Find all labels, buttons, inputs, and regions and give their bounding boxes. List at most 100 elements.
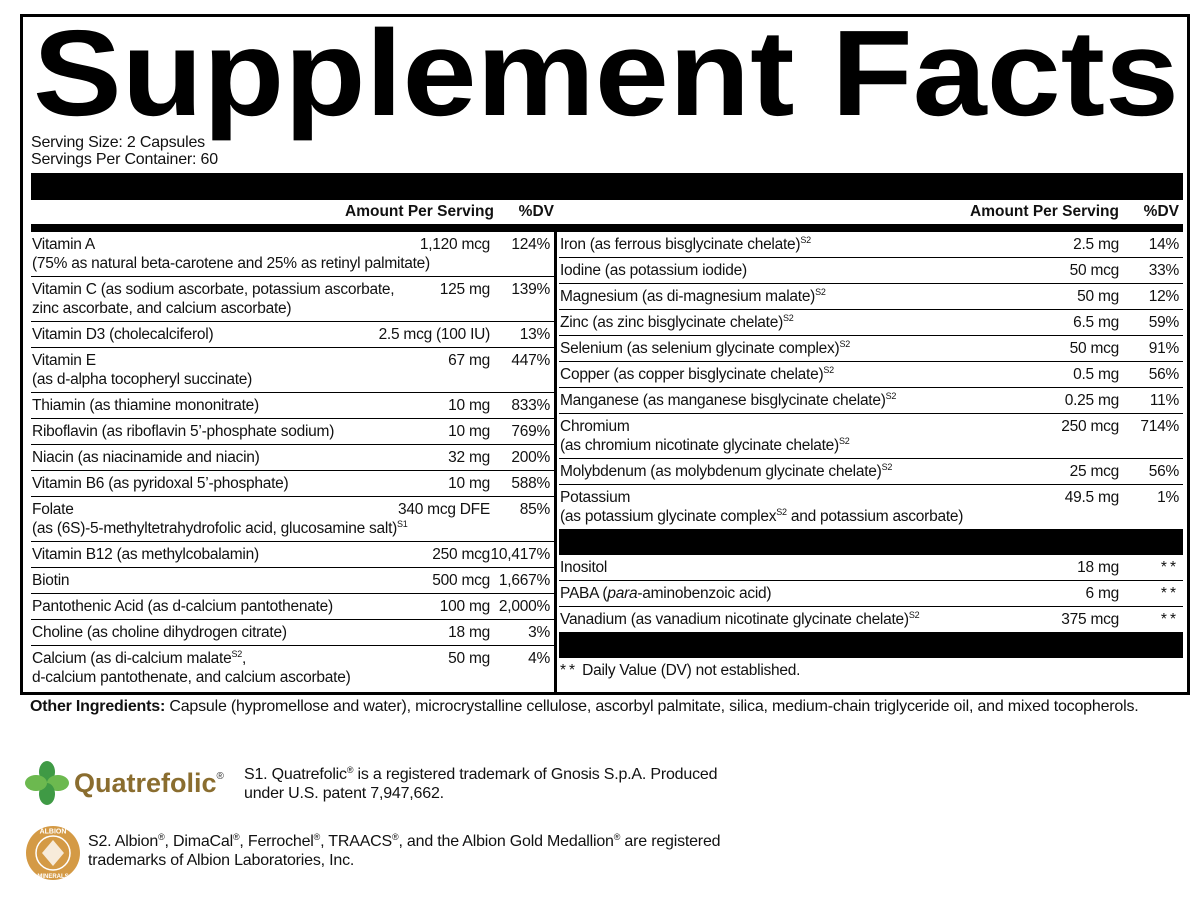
right-header: Amount Per Serving %DV [558, 200, 1183, 224]
amount: 0.25 mg [1064, 392, 1120, 409]
daily-value: 33% [1148, 262, 1180, 279]
amount: 49.5 mg [1064, 489, 1120, 506]
amount: 18 mg [1077, 559, 1119, 576]
nutrient-row: Manganese (as manganese bisglycinate che… [559, 388, 1183, 414]
text: Vitamin A [32, 236, 95, 253]
nutrient-row: Pantothenic Acid (as d-calcium pantothen… [31, 594, 554, 620]
nutrient-row: Vitamin B12 (as methylcobalamin) 250 mcg 1… [31, 542, 554, 568]
amount: 375 mcg [1061, 611, 1119, 628]
superscript: S1 [397, 519, 408, 529]
text: zinc ascorbate, and calcium ascorbate) [32, 300, 292, 317]
amount: 0.5 mg [1073, 366, 1119, 383]
leaf [25, 775, 47, 791]
superscript: S2 [881, 462, 893, 472]
text: Vanadium (as vanadium nicotinate glycina… [560, 611, 909, 628]
nutrient-name: Choline (as choline dihydrogen citrate) [32, 623, 440, 642]
nutrient-name: Biotin [32, 571, 424, 590]
amount: 50 mcg [1069, 340, 1120, 357]
other-ingredients-text: Capsule (hypromellose and water), microc… [165, 698, 1139, 715]
nutrient-name: Iron (as ferrous bisglycinate chelate)S2 [560, 235, 1065, 254]
servings-per-container: Servings Per Container: 60 [31, 151, 218, 168]
text: S2. Albion [88, 833, 159, 850]
daily-value: 447% [511, 352, 550, 369]
nutrient-name: Chromium [560, 417, 1053, 436]
daily-value: 714% [1140, 418, 1179, 435]
logo-text: MINERALS [37, 874, 68, 880]
text: Magnesium (as di-magnesium malate) [560, 288, 816, 305]
title-area: Supplement Facts [33, 5, 1179, 141]
amount: 100 mg [439, 598, 490, 615]
text: Folate [32, 501, 74, 518]
superscript: S2 [231, 649, 242, 659]
nutrient-detail: d-calcium pantothenate, and calcium asco… [32, 668, 550, 687]
black-bar [559, 530, 1183, 555]
nutrient-detail: (as d-alpha tocopheryl succinate) [32, 370, 550, 389]
nutrient-name: Selenium (as selenium glycinate complex)… [560, 339, 1062, 358]
superscript: ® [158, 832, 165, 842]
text: -aminobenzoic acid) [637, 585, 772, 602]
nutrient-name: PABA (para-aminobenzoic acid) [560, 584, 1078, 603]
daily-value: 56% [1148, 366, 1180, 383]
nutrient-row: Folate 340 mcg DFE 85% (as (6S)-5-methyltet… [31, 497, 554, 542]
superscript: S2 [839, 339, 850, 349]
daily-value: 1,667% [498, 572, 550, 589]
text: Biotin [32, 572, 70, 589]
nutrient-name: Iodine (as potassium iodide) [560, 261, 1062, 280]
footnote: S2. Albion®, DimaCal®, Ferrochel®, TRAAC… [88, 832, 758, 870]
text: Iodine (as potassium iodide) [560, 262, 747, 279]
nutrient-name: Molybdenum (as molybdenum glycinate chel… [560, 462, 1062, 481]
superscript: S2 [800, 235, 811, 245]
text: Pantothenic Acid (as d-calcium pantothen… [32, 598, 333, 615]
nutrient-row: Selenium (as selenium glycinate complex)… [559, 336, 1183, 362]
title: Supplement Facts [33, 5, 1179, 141]
seal-ring [35, 835, 71, 871]
dv-note-text: Daily Value (DV) not established. [578, 662, 801, 679]
logo-text: Quatrefolic® [74, 768, 225, 798]
seal-emblem [42, 840, 64, 866]
text: S1. Quatrefolic [244, 766, 347, 783]
quatrefolic-logo: Quatrefolic® [25, 761, 225, 805]
superscript: S2 [783, 313, 794, 323]
text: Vitamin B6 (as pyridoxal 5’-phosphate) [32, 475, 289, 492]
amount: 32 mg [448, 449, 490, 466]
amount: 500 mcg [432, 572, 490, 589]
superscript: ® [232, 832, 240, 842]
nutrient-row: Inositol 18 mg ** [559, 555, 1183, 581]
columns: Vitamin A 1,120 mcg 124% (75% as natural be… [31, 232, 1183, 692]
nutrient-row: Vitamin A 1,120 mcg 124% (75% as natural be… [31, 232, 554, 277]
daily-value: 14% [1148, 236, 1180, 253]
text: Vitamin B12 (as methylcobalamin) [32, 546, 259, 563]
nutrient-detail: (75% as natural beta-carotene and 25% as… [32, 254, 550, 273]
column-header: Amount Per Serving %DV Amount Per Serving… [31, 200, 1183, 232]
amount: 250 mcg [432, 546, 490, 563]
daily-value: 10,417% [490, 546, 551, 563]
text: (75% as natural beta-carotene and 25% as… [32, 255, 430, 272]
nutrient-name: Vitamin B6 (as pyridoxal 5’-phosphate) [32, 474, 440, 493]
nutrient-row: Iodine (as potassium iodide) 50 mcg 33% [559, 258, 1183, 284]
daily-value: 200% [511, 449, 550, 466]
nutrient-row: Calcium (as di-calcium malateS2, 50 mg 4% d… [31, 646, 554, 690]
nutrient-row: Iron (as ferrous bisglycinate chelate)S2… [559, 232, 1183, 258]
amount: 1,120 mcg [419, 236, 490, 253]
nutrient-row: Vitamin C (as sodium ascorbate, potassiu… [31, 277, 554, 322]
other-ingredients-label: Other Ingredients: [30, 698, 166, 715]
nutrient-name: Pantothenic Acid (as d-calcium pantothen… [32, 597, 432, 616]
nutrient-detail: (as (6S)-5-methyltetrahydrofolic acid, g… [32, 519, 550, 538]
nutrient-name: Calcium (as di-calcium malateS2, [32, 649, 440, 668]
text: Selenium (as selenium glycinate complex) [560, 340, 840, 357]
text: (as chromium nicotinate glycinate chelat… [560, 437, 839, 454]
daily-value: ** [1160, 611, 1179, 628]
text: Iron (as ferrous bisglycinate chelate) [560, 236, 801, 253]
daily-value: 3% [528, 624, 550, 641]
dv-note: ** Daily Value (DV) not established. [559, 658, 1183, 683]
text: Calcium (as di-calcium malate [32, 650, 232, 667]
left-header: Amount Per Serving %DV [31, 200, 558, 224]
nutrient-row: Choline (as choline dihydrogen citrate) 1… [31, 620, 554, 646]
nutrient-row: Vitamin B6 (as pyridoxal 5’-phosphate) 10… [31, 471, 554, 497]
daily-value: ** [1160, 559, 1179, 576]
nutrient-row: Magnesium (as di-magnesium malate)S2 50 m… [559, 284, 1183, 310]
nutrient-row: Copper (as copper bisglycinate chelate)S… [559, 362, 1183, 388]
nutrient-row: Vanadium (as vanadium nicotinate glycina… [559, 607, 1183, 633]
amount: 50 mg [448, 650, 490, 667]
footnote: S1. Quatrefolic® is a registered tradema… [244, 765, 739, 803]
